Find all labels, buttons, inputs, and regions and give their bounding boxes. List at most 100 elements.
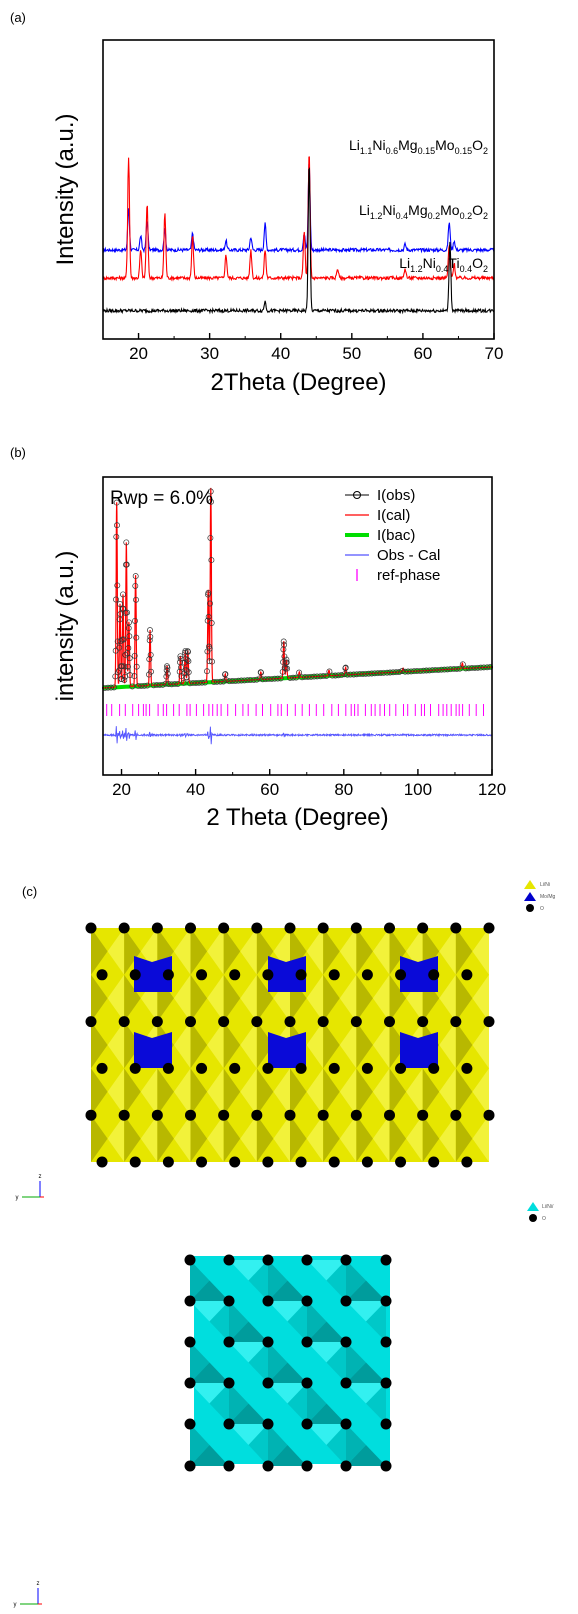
obs-point (144, 682, 151, 689)
polyhedron-face (306, 1068, 324, 1116)
legend-label-2: I(bac) (377, 527, 415, 544)
panel-label-c: (c) (22, 884, 38, 899)
mo-mg-octahedron-2 (400, 956, 438, 992)
oxygen-atom (223, 1460, 235, 1472)
obs-point (362, 670, 369, 677)
oxygen-atom (262, 1418, 274, 1430)
xrd-chart: Li1.1Ni0.6Mg0.15Mo0.15O2 Li1.2Ni0.4Mg0.2M… (52, 39, 503, 396)
oxygen-atom (129, 1156, 141, 1168)
oxygen-atom (85, 1109, 97, 1121)
obs-point (480, 664, 487, 671)
legend-label-3: Obs - Cal (377, 547, 440, 564)
obs-point (342, 664, 349, 671)
oxygen-atom (384, 922, 395, 934)
obs-point (262, 676, 269, 683)
oxygen-atom (450, 1109, 462, 1121)
obs-point (484, 664, 491, 671)
obs-point (113, 499, 120, 506)
obs-point (235, 677, 242, 684)
oxygen-atom (483, 922, 495, 934)
series-label-0: Li1.1Ni0.6Mg0.15Mo0.15O2 (349, 137, 488, 156)
obs-point (185, 669, 192, 676)
obs-point (180, 679, 187, 686)
polyhedron-face (229, 1424, 268, 1445)
obs-point (444, 666, 451, 673)
oxygen-atom (218, 1016, 230, 1028)
polyhedron-face (173, 1068, 191, 1116)
legend-label-2: O (540, 906, 544, 912)
obs-point (177, 653, 184, 660)
polyhedron-face (268, 1280, 307, 1301)
ref-phase-ticks (106, 704, 484, 716)
obs-point (217, 678, 224, 685)
polyhedron-face (207, 1115, 224, 1162)
obs-points (102, 488, 494, 691)
oxygen-atom (350, 1109, 362, 1121)
oxygen-atom (196, 1156, 208, 1168)
polyhedron-face (268, 1424, 288, 1466)
series-line-2 (102, 167, 495, 315)
polyhedron-face (229, 1342, 268, 1363)
polyhedron-face (346, 1424, 366, 1466)
legend-label-0: I(obs) (377, 487, 415, 504)
polyhedron-face (307, 1301, 327, 1342)
polyhedron-face (472, 1021, 489, 1069)
obs-point (265, 676, 272, 683)
polyhedron-face (439, 974, 456, 1022)
polyhedron-face (207, 1068, 224, 1116)
polyhedron-face (439, 1115, 456, 1162)
oxygen-atom (262, 1460, 274, 1472)
polyhedron-face (268, 1342, 288, 1383)
polyhedron-face (306, 974, 324, 1022)
polyhedron-face (223, 928, 241, 975)
obs-point (305, 673, 312, 680)
polyhedron-face (406, 1068, 423, 1116)
axis-z-label-0: z (39, 1174, 42, 1180)
oxygen-atom (380, 1295, 392, 1307)
polyhedron-face (124, 1021, 141, 1069)
obs-point (420, 667, 427, 674)
oxygen-atom (151, 1109, 163, 1121)
oxygen-atom (185, 1109, 196, 1121)
legend-label-0: Li/Ni (540, 882, 550, 888)
polyhedron-face (91, 1115, 108, 1162)
polyhedron-face (389, 1115, 407, 1162)
structure-layered: Li/Ni Mo/Mg Oz y (16, 880, 556, 1201)
obs-point (187, 680, 193, 687)
obs-point (293, 674, 300, 681)
polyhedron-face (107, 1068, 125, 1116)
obs-point (214, 678, 220, 685)
polyhedron-face (248, 1260, 268, 1301)
polyhedron-face (339, 928, 357, 975)
plot-frame (102, 476, 493, 776)
polyhedron-face (107, 974, 125, 1022)
obs-point (113, 596, 119, 603)
oxygen-atom (162, 969, 174, 981)
oxygen-atom (380, 1377, 392, 1389)
obs-point (347, 671, 354, 678)
obs-point (182, 647, 189, 654)
polyhedron-face (107, 1021, 125, 1069)
polyhedron-face (356, 974, 373, 1022)
obs-point (314, 673, 321, 680)
polyhedron-face (356, 1115, 373, 1162)
obs-point (435, 666, 442, 673)
oxygen-atom (96, 1062, 108, 1074)
obs-point (341, 671, 348, 678)
obs-point (202, 679, 208, 686)
oxygen-atom (301, 1254, 313, 1266)
obs-point (150, 682, 157, 689)
oxygen-atom (350, 1016, 362, 1028)
obs-point (241, 677, 248, 684)
polyhedron-face (91, 974, 108, 1022)
obs-point (148, 668, 154, 675)
obs-point (124, 609, 130, 616)
oxygen-atom (328, 1062, 340, 1074)
obs-point (164, 670, 171, 677)
polyhedron-face (422, 1115, 440, 1162)
obs-point (146, 656, 153, 663)
obs-point (283, 659, 290, 666)
obs-point (207, 600, 213, 607)
oxygen-atom (151, 922, 163, 934)
polyhedron-face (287, 1301, 307, 1342)
